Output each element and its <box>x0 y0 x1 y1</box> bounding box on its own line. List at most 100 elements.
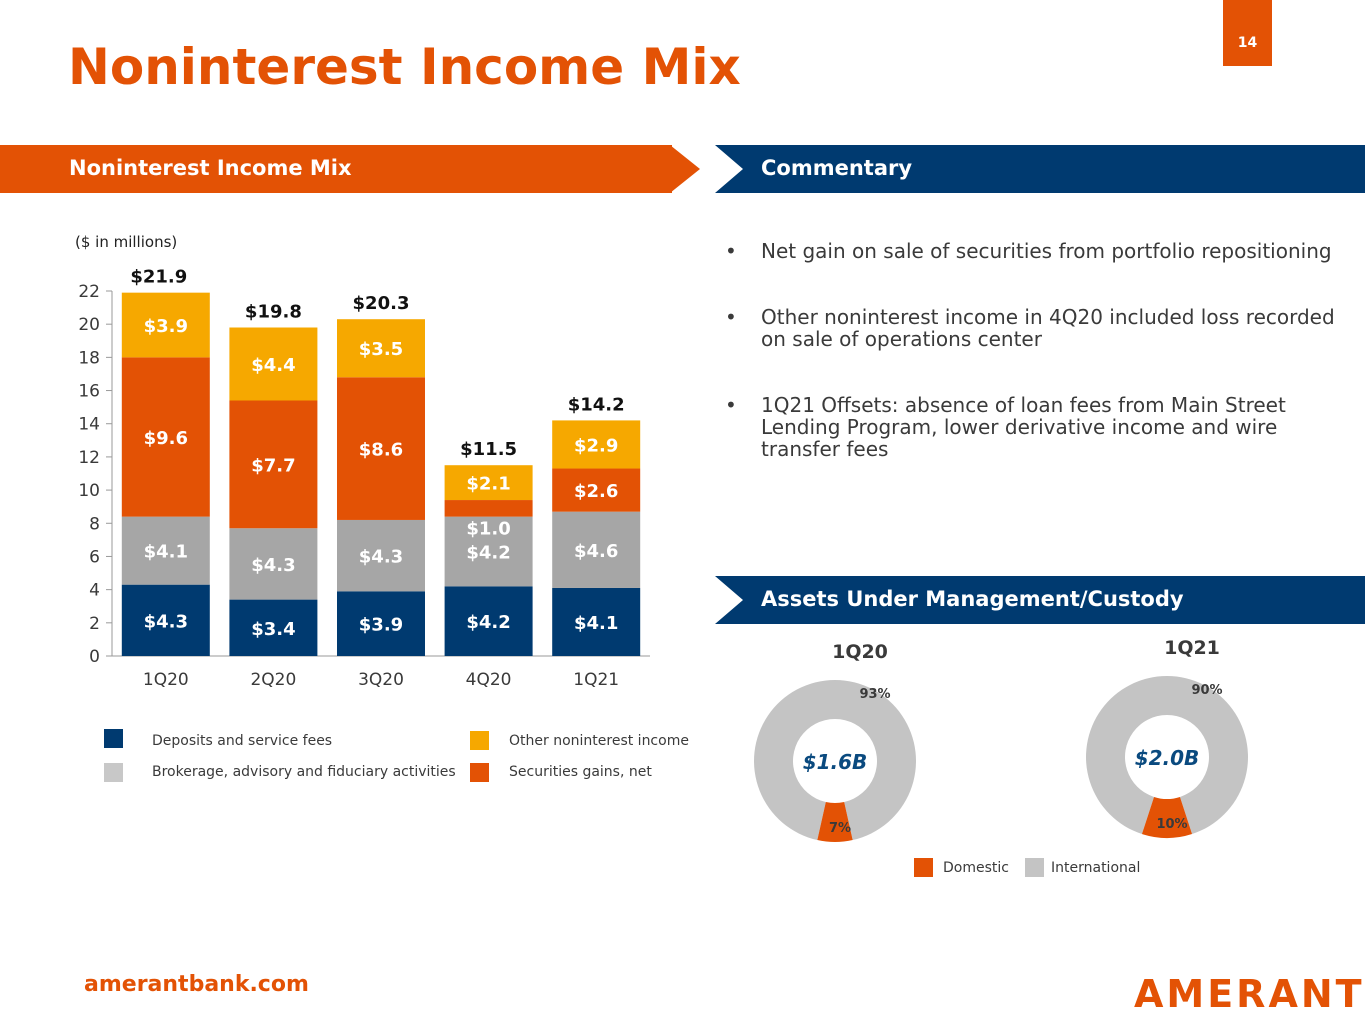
bar-segment <box>444 500 533 517</box>
bar-segment <box>229 400 318 529</box>
donut-label-international: 90% <box>1191 683 1222 698</box>
donut-title: 1Q20 <box>832 641 888 663</box>
bar-segment <box>337 591 425 656</box>
bar-segment <box>552 420 641 469</box>
data-label: $4.2 <box>466 612 510 633</box>
donut-slice-international <box>753 680 917 841</box>
y-tick-label: 4 <box>89 581 100 601</box>
y-tick-label: 20 <box>78 315 100 335</box>
data-label: $4.2 <box>466 542 510 563</box>
data-label: $1.0 <box>466 519 510 540</box>
bar-segment <box>121 516 210 585</box>
x-tick-label: 1Q20 <box>143 670 189 690</box>
commentary-item: Net gain on sale of securities from port… <box>725 240 1335 262</box>
data-label: $2.6 <box>574 481 618 502</box>
total-label: $14.2 <box>568 394 625 415</box>
total-label: $20.3 <box>353 293 410 314</box>
y-tick-label: 14 <box>78 415 100 435</box>
donut-slice-domestic <box>1141 796 1193 838</box>
data-label: $2.9 <box>574 435 618 456</box>
footer-url[interactable]: amerantbank.com <box>84 972 309 997</box>
data-label: $4.1 <box>144 542 188 563</box>
commentary-list: Net gain on sale of securities from port… <box>725 240 1335 504</box>
bar-segment <box>444 465 533 501</box>
data-label: $3.9 <box>359 615 403 636</box>
y-tick-label: 16 <box>78 382 100 402</box>
data-label: $8.6 <box>359 440 403 461</box>
bar-segment <box>552 468 641 512</box>
bar-segment <box>121 357 210 517</box>
data-label: $3.9 <box>144 316 188 337</box>
data-label: $3.5 <box>359 339 403 360</box>
page-number: 14 <box>1223 0 1272 66</box>
total-label: $21.9 <box>130 267 187 288</box>
donut-slice-international <box>1086 676 1248 835</box>
donut-label-domestic: 10% <box>1156 817 1187 832</box>
data-label: $9.6 <box>144 428 188 449</box>
bar-segment <box>229 528 318 600</box>
y-tick-label: 10 <box>78 481 100 501</box>
bar-segment <box>337 319 425 378</box>
total-label: $19.8 <box>245 302 302 323</box>
data-label: $3.4 <box>251 619 295 640</box>
data-label: $4.6 <box>574 541 618 562</box>
commentary-item: 1Q21 Offsets: absence of loan fees from … <box>725 394 1335 460</box>
banner-arrow <box>670 145 700 193</box>
x-tick-label: 2Q20 <box>250 670 296 690</box>
bar-segment <box>337 519 425 592</box>
legend-label-securities: Securities gains, net <box>509 764 652 780</box>
legend-label-domestic: Domestic <box>943 860 1009 876</box>
data-label: $4.3 <box>359 547 403 568</box>
bar-segment <box>337 377 425 520</box>
donut-label-domestic: 7% <box>829 821 851 836</box>
donut-label-international: 93% <box>859 687 890 702</box>
legend-swatch-securities <box>470 763 489 782</box>
legend-swatch-brokerage <box>104 763 123 782</box>
page-title: Noninterest Income Mix <box>68 38 741 96</box>
x-tick-label: 1Q21 <box>573 670 619 690</box>
bar-segment <box>121 292 210 358</box>
legend-swatch-international <box>1025 858 1044 877</box>
commentary-item: Other noninterest income in 4Q20 include… <box>725 306 1335 350</box>
legend-swatch-domestic <box>914 858 933 877</box>
y-tick-label: 22 <box>78 282 100 302</box>
commentary-banner: Commentary <box>715 145 1365 193</box>
legend-label-brokerage: Brokerage, advisory and fiduciary activi… <box>152 764 456 780</box>
y-tick-label: 18 <box>78 348 100 368</box>
data-label: $7.7 <box>251 455 295 476</box>
legend-swatch-other <box>470 731 489 750</box>
x-tick-label: 3Q20 <box>358 670 404 690</box>
bar-segment <box>552 587 641 656</box>
legend-swatch-deposits <box>104 729 123 748</box>
bar-segment <box>121 584 210 656</box>
data-label: $4.1 <box>574 613 618 634</box>
y-tick-label: 2 <box>89 614 100 634</box>
chart-section-banner: Noninterest Income Mix <box>0 145 672 193</box>
data-label: $4.3 <box>144 611 188 632</box>
y-tick-label: 6 <box>89 547 100 567</box>
donut-center-value: $2.0B <box>1135 746 1200 770</box>
legend-label-other: Other noninterest income <box>509 733 689 749</box>
bar-segment <box>229 599 318 656</box>
bar-segment <box>444 586 533 656</box>
legend-label-international: International <box>1051 860 1141 876</box>
data-label: $4.3 <box>251 555 295 576</box>
y-tick-label: 0 <box>89 647 100 667</box>
data-label: $4.4 <box>251 355 295 376</box>
total-label: $11.5 <box>460 439 517 460</box>
aum-banner: Assets Under Management/Custody <box>715 576 1365 624</box>
amerant-logo: AMERANT <box>1134 972 1365 1016</box>
data-label: $2.1 <box>466 474 510 495</box>
y-tick-label: 12 <box>78 448 100 468</box>
bar-segment <box>229 327 318 401</box>
bar-segment <box>552 511 641 588</box>
bar-segment <box>444 516 533 587</box>
donut-center-value: $1.6B <box>803 750 868 774</box>
donut-slice-domestic <box>817 801 853 842</box>
units-label: ($ in millions) <box>75 233 178 251</box>
legend-label-deposits: Deposits and service fees <box>152 733 333 749</box>
y-tick-label: 8 <box>89 514 100 534</box>
x-tick-label: 4Q20 <box>466 670 512 690</box>
donut-title: 1Q21 <box>1164 637 1220 659</box>
